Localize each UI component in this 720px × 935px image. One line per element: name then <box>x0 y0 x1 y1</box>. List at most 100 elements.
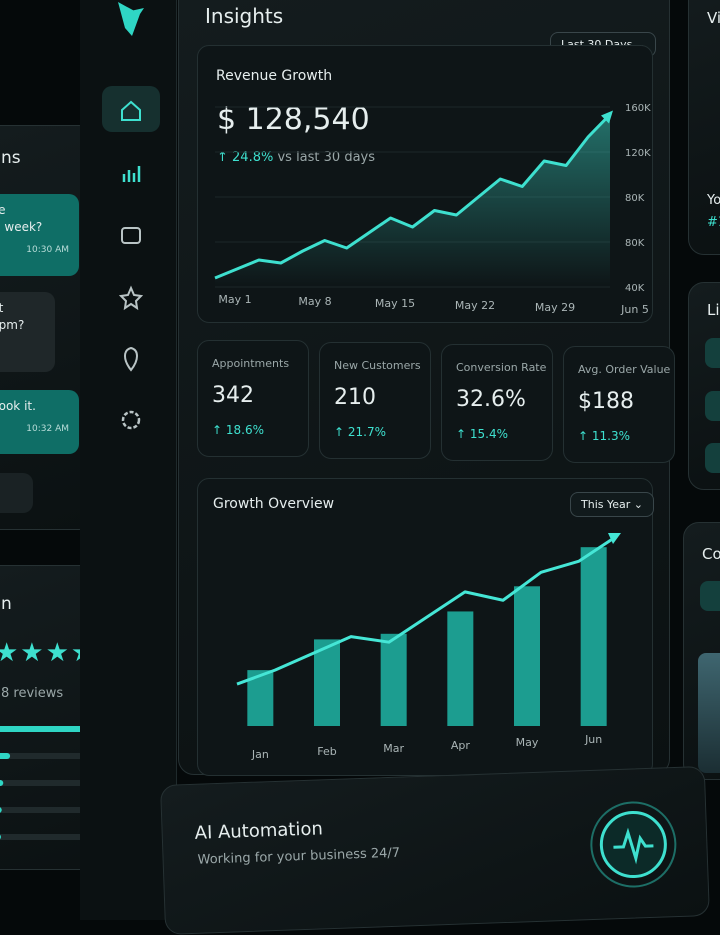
arrow-head <box>608 533 621 544</box>
kpi-value: 210 <box>334 385 376 410</box>
nav-favorites[interactable] <box>118 285 144 311</box>
y-tick-label: 80K <box>625 193 645 204</box>
x-tick-label: May 8 <box>298 295 331 308</box>
bar <box>447 611 474 726</box>
trend-line <box>236 534 618 686</box>
revenue-change: ↑ 24.8% vs last 30 days <box>217 150 375 165</box>
panel-title: Lis <box>707 301 720 319</box>
kpi-value: $188 <box>578 389 634 414</box>
x-tick-label: Jun 5 <box>620 303 649 316</box>
nav-location[interactable] <box>124 346 138 372</box>
panel-text: #1 <box>707 215 720 230</box>
rating-track <box>0 834 101 840</box>
message-line: book it. <box>0 399 36 413</box>
message: book it. 10:32 AM <box>0 390 79 454</box>
content-image <box>698 653 720 773</box>
y-tick-label: 80K <box>625 238 645 249</box>
sidebar <box>80 0 177 920</box>
message: ut 2pm? <box>0 292 55 372</box>
change-value: ↑ 24.8% <box>217 150 274 165</box>
message-time: 10:32 AM <box>26 424 69 434</box>
message-line: is week? <box>0 220 43 234</box>
y-tick-label: 160K <box>625 103 651 114</box>
kpi-change: ↑ 15.4% <box>456 427 508 441</box>
list-icon <box>705 391 720 421</box>
x-tick-label: May 15 <box>375 297 415 310</box>
panel-subtitle: Working for your business 24/7 <box>197 845 401 868</box>
rating-bar <box>0 807 2 813</box>
panel-title: ns <box>1 148 21 168</box>
kpi-change: ↑ 18.6% <box>212 423 264 437</box>
nav-home[interactable] <box>121 100 141 121</box>
message-time: 10:30 AM <box>26 245 69 255</box>
kpi-card: Conversion Rate 32.6% ↑ 15.4% <box>441 344 553 461</box>
x-tick-label: May 1 <box>218 293 251 306</box>
list-icon <box>705 443 720 473</box>
x-tick-label: Mar <box>383 742 404 755</box>
x-tick-label: May 22 <box>455 299 495 312</box>
rating-bar <box>0 834 1 840</box>
card-title: Growth Overview <box>213 496 335 512</box>
growth-chart: Jan Feb Mar Apr May Jun <box>236 533 621 761</box>
y-tick-label: 120K <box>625 148 651 159</box>
logo <box>118 2 144 36</box>
bar <box>514 586 540 726</box>
panel-title: Co <box>702 545 720 563</box>
kpi-value: 342 <box>212 383 254 408</box>
y-tick-label: 40K <box>625 283 645 294</box>
sidebar-icons <box>102 2 160 430</box>
kpi-value: 32.6% <box>456 387 526 412</box>
list-icon <box>705 338 720 368</box>
chat-panel: ns ve is week? 10:30 AM ut 2pm? book it.… <box>0 125 95 530</box>
panel-text: Yo <box>707 193 720 208</box>
page-title: Insights <box>205 4 284 28</box>
kpi-card: Appointments 342 ↑ 18.6% <box>197 340 309 457</box>
x-tick-label: Jan <box>251 748 269 761</box>
rating-track <box>0 807 101 813</box>
revenue-amount: $ 128,540 <box>217 102 370 137</box>
change-note: vs last 30 days <box>277 150 376 165</box>
rating-bar <box>0 726 86 732</box>
content-icon <box>700 581 720 611</box>
kpi-label: Avg. Order Value <box>578 363 671 376</box>
nav-messages[interactable] <box>121 227 141 244</box>
right-content-panel: Co <box>683 522 720 780</box>
message-line: ut <box>0 301 4 315</box>
review-count: 8 reviews <box>1 686 64 701</box>
input-box[interactable] <box>0 473 33 513</box>
right-list-panel: Lis <box>688 282 720 490</box>
kpi-label: Conversion Rate <box>456 361 547 374</box>
nav-analytics[interactable] <box>122 166 141 182</box>
card-title: Revenue Growth <box>216 68 333 84</box>
kpi-card: Avg. Order Value $188 ↑ 11.3% <box>563 346 675 463</box>
rating-track <box>0 753 101 759</box>
x-tick-label: May 29 <box>535 301 575 314</box>
rating-track <box>0 780 101 786</box>
bar <box>380 633 407 726</box>
range-text: This Year <box>581 498 631 511</box>
panel-title: Vi <box>707 9 720 27</box>
kpi-card: New Customers 210 ↑ 21.7% <box>319 342 431 459</box>
growth-card <box>197 478 653 776</box>
arrow-head <box>601 110 613 124</box>
nav-home-bg[interactable] <box>102 86 160 132</box>
x-tick-label: May <box>516 736 539 749</box>
revenue-chart: 160K 120K 80K 80K 40K May 1 May 8 May 15 May 22 M… <box>214 103 651 316</box>
kpi-change: ↑ 11.3% <box>578 429 630 443</box>
x-tick-label: Jun <box>584 733 602 746</box>
ai-pulse-icon <box>590 801 677 888</box>
revenue-area <box>215 114 610 287</box>
revenue-line <box>214 113 612 280</box>
message: ve is week? 10:30 AM <box>0 194 79 276</box>
nav-settings[interactable] <box>121 410 141 430</box>
x-tick-label: Apr <box>451 739 471 752</box>
x-tick-label: Feb <box>317 745 336 758</box>
growth-range-dropdown[interactable]: This Year ⌄ <box>570 492 654 517</box>
panel-title: n <box>1 594 12 614</box>
kpi-label: New Customers <box>334 359 421 372</box>
bar <box>580 547 607 726</box>
kpi-label: Appointments <box>212 357 290 370</box>
kpi-change: ↑ 21.7% <box>334 425 386 439</box>
rating-bar <box>0 753 11 759</box>
